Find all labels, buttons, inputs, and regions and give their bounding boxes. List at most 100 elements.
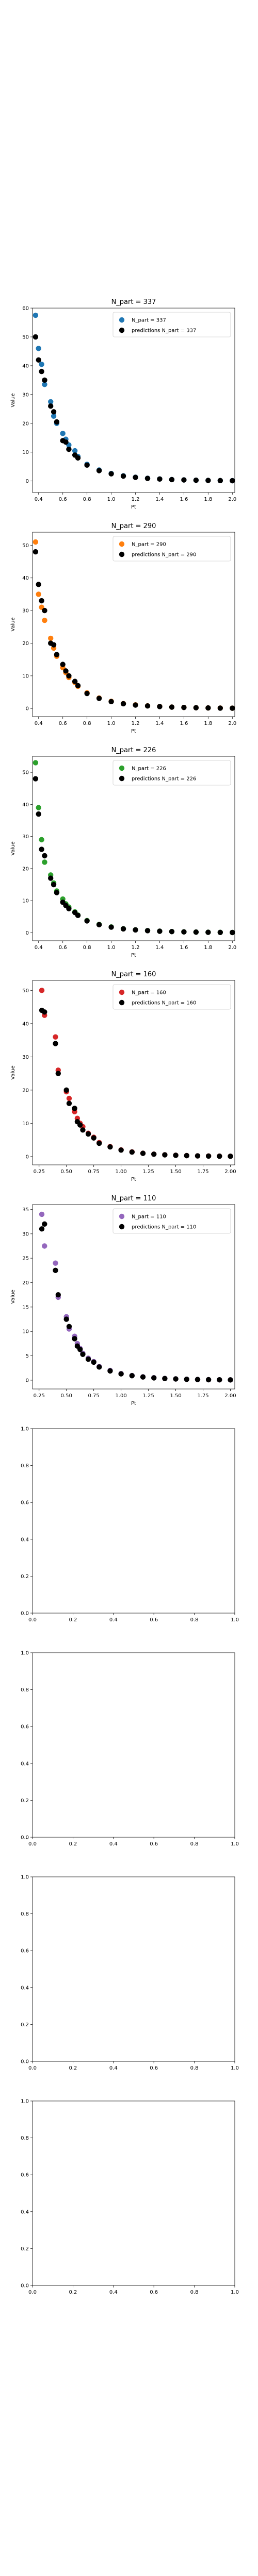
data-point (42, 377, 47, 383)
data-point (66, 673, 72, 679)
x-tick-label: 0.4 (35, 497, 43, 502)
y-tick-label: 0.6 (21, 1724, 29, 1730)
y-tick-label: 0 (26, 1378, 29, 1383)
axes-frame (32, 2100, 235, 2286)
x-tick-label: 2.00 (224, 1169, 236, 1175)
y-tick-label: 20 (22, 421, 29, 427)
x-tick-label: 1.25 (142, 1393, 154, 1399)
legend-box (112, 312, 231, 337)
axes-frame (32, 532, 235, 717)
data-point (96, 1140, 102, 1146)
data-point (173, 1376, 179, 1382)
data-point (39, 361, 44, 367)
x-tick-label: 1.75 (197, 1169, 208, 1175)
legend-marker (119, 775, 125, 782)
data-point (54, 652, 60, 657)
data-point (39, 598, 44, 604)
series-2 (33, 334, 235, 484)
y-tick-label: 5 (26, 1353, 29, 1359)
x-tick-label: 0.4 (109, 2065, 118, 2071)
data-point (53, 1034, 58, 1040)
x-tick-label: 0.4 (109, 2290, 118, 2295)
data-point (72, 1106, 77, 1111)
x-tick-label: 0.6 (150, 1617, 158, 1623)
y-axis-label: Value (10, 393, 16, 407)
subplot-4: N_part = 160 0.25 0.50 0.75 1.00 1.25 1.50 1.75… (10, 971, 236, 1182)
subplot-6: 0.0 0.2 0.4 0.6 0.8 1.0 0.0 0.2 0.4 0.6 0.8 1.0 (21, 1427, 239, 1623)
data-point (108, 471, 114, 477)
data-point (217, 929, 223, 936)
y-tick-label: 0 (26, 706, 29, 712)
data-point (184, 1153, 189, 1159)
data-point (39, 837, 44, 843)
x-tick-label: 0.6 (150, 2290, 158, 2295)
data-point (144, 928, 151, 934)
y-tick-label: 0.6 (21, 1500, 29, 1506)
x-tick-label: 1.0 (231, 1841, 239, 1847)
y-tick-label: 0.8 (21, 2136, 29, 2141)
data-point (129, 1149, 135, 1155)
y-tick-label: 40 (22, 363, 29, 369)
data-point (205, 478, 211, 483)
x-tick-label: 1.75 (197, 1393, 208, 1399)
legend-label: predictions N_part = 110 (132, 1225, 196, 1230)
y-tick-label: 30 (22, 608, 29, 614)
chart-title: N_part = 337 (111, 298, 156, 306)
plot-area (33, 1653, 235, 1837)
legend-marker (119, 765, 125, 771)
y-tick-label: 50 (22, 770, 29, 776)
data-point (39, 846, 44, 852)
x-tick-label: 1.00 (115, 1169, 126, 1175)
plot-area (33, 532, 235, 717)
series-2 (33, 776, 235, 936)
x-tick-label: 0.8 (190, 2065, 199, 2071)
data-point (77, 1347, 83, 1352)
legend: N_part = 226 predictions N_part = 226 (112, 760, 231, 786)
legend: N_part = 290 predictions N_part = 290 (112, 536, 231, 562)
legend-label: predictions N_part = 226 (132, 776, 196, 782)
data-point (63, 1316, 69, 1322)
y-tick-label: 10 (22, 673, 29, 679)
data-point (42, 607, 47, 614)
data-point (54, 890, 60, 895)
y-tick-label: 30 (22, 1055, 29, 1060)
x-tick-label: 0.8 (190, 1841, 199, 1847)
y-tick-label: 20 (22, 1088, 29, 1093)
y-tick-label: 0.0 (21, 1611, 29, 1617)
x-tick-label: 0.50 (61, 1393, 72, 1399)
data-point (85, 1131, 91, 1137)
legend-marker (119, 1224, 125, 1230)
x-tick-label: 1.8 (204, 721, 212, 726)
data-point (120, 926, 126, 932)
legend-marker (119, 551, 125, 557)
data-point (230, 705, 235, 711)
chart-title: N_part = 290 (111, 522, 156, 530)
x-tick-label: 1.0 (231, 2290, 239, 2295)
x-tick-label: 2.0 (228, 945, 236, 951)
data-point (84, 462, 90, 468)
data-point (169, 477, 175, 483)
data-point (51, 882, 57, 888)
data-point (107, 1368, 113, 1374)
legend: N_part = 337 predictions N_part = 337 (112, 312, 231, 337)
y-tick-label: 0.8 (21, 1911, 29, 1917)
data-point (77, 1122, 83, 1128)
x-tick-label: 1.0 (107, 721, 116, 726)
y-tick-label: 0.0 (21, 2059, 29, 2065)
y-tick-label: 10 (22, 899, 29, 904)
data-point (42, 1221, 47, 1227)
axes-frame (32, 1204, 235, 1389)
subplot-8: 0.0 0.2 0.4 0.6 0.8 1.0 0.0 0.2 0.4 0.6 0.8 1.0 (21, 1875, 239, 2072)
plot-area (33, 980, 235, 1165)
x-tick-label: 0.6 (59, 945, 67, 951)
x-tick-label: 0.8 (83, 497, 91, 502)
legend-marker (119, 327, 125, 333)
data-point (54, 419, 60, 425)
data-point (51, 413, 57, 419)
data-point (162, 1376, 168, 1381)
axes-frame (32, 1652, 235, 1838)
x-tick-label: 1.8 (204, 497, 212, 502)
data-point (72, 679, 78, 684)
legend-label: predictions N_part = 160 (132, 1001, 196, 1006)
y-tick-label: 0.4 (21, 1537, 29, 1543)
